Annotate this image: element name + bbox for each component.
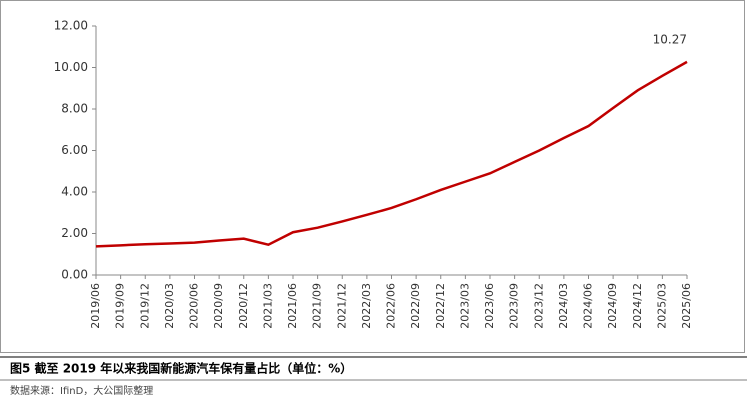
x-tick-label: 2022/03: [360, 283, 373, 329]
x-tick-label: 2019/09: [114, 283, 127, 329]
x-tick-label: 2019/06: [89, 283, 102, 329]
chart-frame: [0, 0, 745, 353]
y-tick-label: 10.00: [54, 60, 88, 74]
x-tick-label: 2024/06: [582, 283, 595, 329]
x-tick-label: 2021/12: [335, 283, 348, 329]
y-tick-label: 6.00: [61, 143, 88, 157]
y-tick-label: 4.00: [61, 185, 88, 199]
x-tick-label: 2021/03: [261, 283, 274, 329]
y-tick-label: 8.00: [61, 102, 88, 116]
caption: 图5 截至 2019 年以来我国新能源汽车保有量占比（单位：%）: [10, 361, 352, 376]
data-label: 10.27: [653, 32, 687, 46]
x-tick-label: 2020/09: [212, 283, 225, 329]
x-tick-label: 2022/06: [385, 283, 398, 329]
x-tick-label: 2020/06: [188, 283, 201, 329]
x-tick-label: 2024/09: [606, 283, 619, 329]
x-tick-label: 2023/12: [532, 283, 545, 329]
x-tick-label: 2022/12: [434, 283, 447, 329]
y-tick-label: 0.00: [61, 268, 88, 282]
line-series: [95, 60, 688, 248]
x-tick-label: 2025/03: [655, 283, 668, 329]
x-tick-label: 2020/03: [163, 283, 176, 329]
x-tick-label: 2023/06: [483, 283, 496, 329]
x-tick-label: 2025/06: [680, 283, 693, 329]
y-tick-label: 12.00: [54, 19, 88, 33]
x-tick-label: 2024/12: [631, 283, 644, 329]
x-tick-label: 2024/03: [557, 283, 570, 329]
x-tick-label: 2023/09: [508, 283, 521, 329]
x-tick-label: 2019/12: [138, 283, 151, 329]
x-tick-label: 2020/12: [237, 283, 250, 329]
x-tick-label: 2023/03: [458, 283, 471, 329]
x-tick-label: 2021/06: [286, 283, 299, 329]
y-tick-label: 2.00: [61, 226, 88, 240]
x-tick-label: 2021/09: [311, 283, 324, 329]
source: 数据来源：IfinD，大公国际整理: [10, 384, 153, 397]
x-tick-label: 2022/09: [409, 283, 422, 329]
